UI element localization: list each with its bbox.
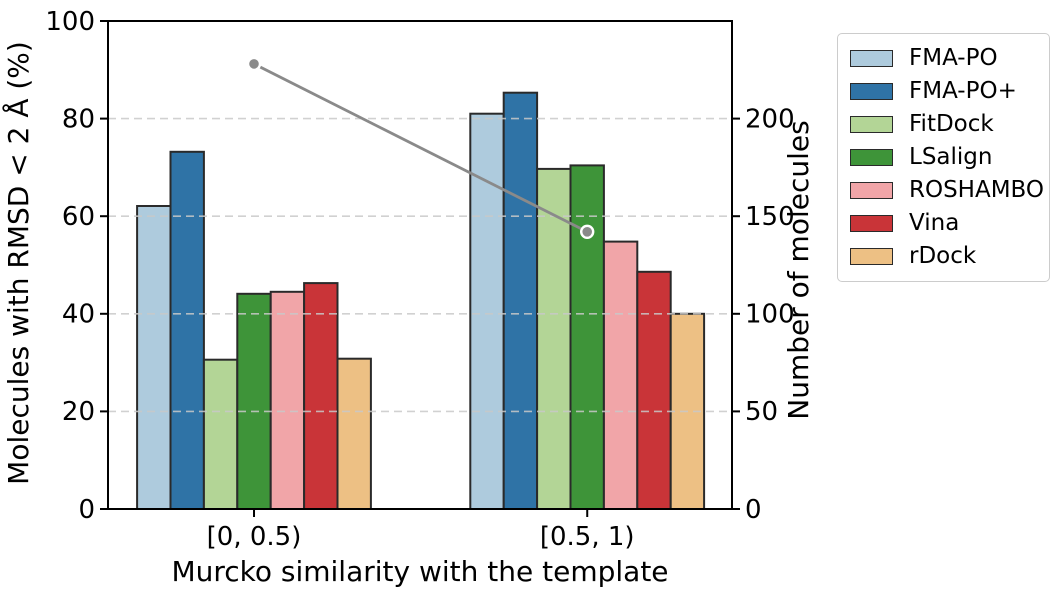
- y-right-tick-label: 0: [745, 495, 762, 525]
- y-left-tick-label: 80: [62, 104, 95, 134]
- legend-swatch-icon: [850, 248, 893, 265]
- legend-swatch-icon: [850, 149, 893, 166]
- bar-Vina-group2: [636, 270, 672, 510]
- legend-swatch-icon: [850, 83, 893, 100]
- legend-label: FMA-PO+: [909, 78, 1017, 104]
- bar-FMA-PO+-group1: [169, 150, 205, 511]
- axes-frame: [107, 20, 733, 510]
- legend-swatch-icon: [850, 215, 893, 232]
- legend-item-ROSHAMBO: ROSHAMBO: [850, 174, 1044, 207]
- bar-FMA-PO-group1: [136, 205, 172, 510]
- legend: FMA-PO FMA-PO+ FitDock LSalign ROSHAMBO Vina r…: [837, 33, 1050, 282]
- bar-FMA-PO+-group2: [502, 91, 539, 510]
- gridlines-layer: [108, 117, 732, 413]
- y-axis-title-right: Number of molecules: [782, 120, 815, 419]
- bar-FitDock-group1: [202, 358, 239, 511]
- y-right-tick-label: 100: [745, 300, 795, 330]
- bar-FitDock-group2: [536, 167, 572, 510]
- bar-ROSHAMBO-group2: [602, 240, 639, 510]
- y-left-tick-label: 40: [62, 300, 95, 330]
- plot-frame: [107, 20, 733, 510]
- legend-item-FMA-PO+: FMA-PO+: [850, 75, 1037, 108]
- legend-item-Vina: Vina: [850, 207, 1037, 240]
- y-axis-title-left: Molecules with RMSD < 2 Å (%): [1, 41, 35, 485]
- bars-layer: [136, 91, 706, 511]
- y-right-tick-label: 50: [745, 397, 778, 427]
- legend-label: LSalign: [909, 144, 993, 170]
- legend-label: FMA-PO: [909, 45, 998, 71]
- y-left-tick-label: 100: [45, 7, 95, 37]
- legend-label: rDock: [909, 243, 977, 269]
- ticks-layer: 0 20 40 60 80 100 0 50 100 150 200 [0, 0.5) [0.5, 1): [45, 7, 794, 552]
- y-right-tick-label: 150: [745, 202, 795, 232]
- legend-item-rDock: rDock: [850, 240, 1037, 273]
- molecule-count-line: [253, 62, 588, 234]
- legend-label: Vina: [909, 210, 960, 236]
- count-line-layer: [246, 56, 595, 240]
- legend-swatch-icon: [850, 116, 893, 133]
- x-tick-label: [0.5, 1): [540, 522, 635, 552]
- bar-ROSHAMBO-group1: [269, 290, 306, 510]
- legend-item-FMA-PO: FMA-PO: [850, 42, 1037, 75]
- molecule-count-marker-group2: [580, 224, 595, 240]
- bar-LSalign-group1: [236, 292, 272, 510]
- legend-swatch-icon: [850, 50, 893, 67]
- y-left-tick-label: 0: [78, 495, 95, 525]
- x-axis-title: Murcko similarity with the template: [171, 555, 668, 588]
- y-left-tick-label: 60: [62, 202, 95, 232]
- legend-item-FitDock: FitDock: [850, 108, 1037, 141]
- y-right-tick-label: 200: [745, 104, 795, 134]
- y-left-tick-label: 20: [62, 397, 95, 427]
- x-tick-label: [0, 0.5): [207, 522, 302, 552]
- legend-swatch-icon: [850, 182, 893, 199]
- molecule-count-marker-group1: [246, 56, 262, 72]
- bar-Vina-group1: [303, 282, 339, 510]
- legend-item-LSalign: LSalign: [850, 141, 1037, 174]
- legend-label: ROSHAMBO: [909, 177, 1045, 203]
- legend-label: FitDock: [909, 111, 994, 137]
- bar-LSalign-group2: [569, 164, 605, 510]
- bar-FMA-PO-group2: [469, 112, 505, 510]
- bar-rDock-group1: [336, 357, 372, 511]
